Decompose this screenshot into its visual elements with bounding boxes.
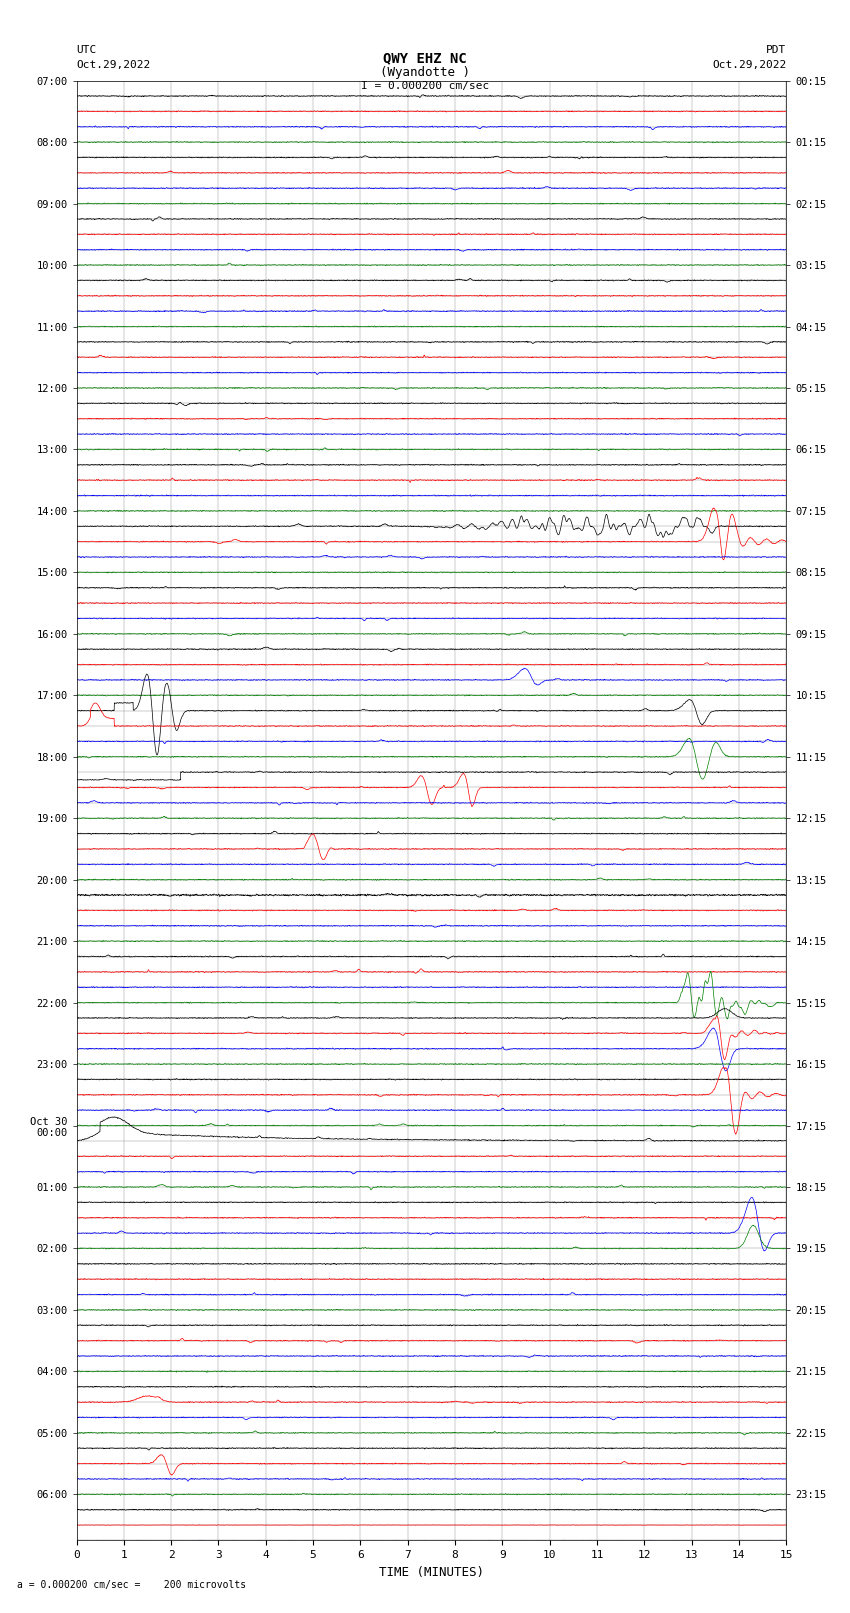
Text: PDT: PDT (766, 45, 786, 55)
Text: a = 0.000200 cm/sec =    200 microvolts: a = 0.000200 cm/sec = 200 microvolts (17, 1581, 246, 1590)
Text: Oct.29,2022: Oct.29,2022 (712, 60, 786, 69)
X-axis label: TIME (MINUTES): TIME (MINUTES) (379, 1566, 484, 1579)
Text: UTC: UTC (76, 45, 97, 55)
Text: I = 0.000200 cm/sec: I = 0.000200 cm/sec (361, 81, 489, 90)
Text: QWY EHZ NC: QWY EHZ NC (383, 52, 467, 66)
Text: Oct.29,2022: Oct.29,2022 (76, 60, 150, 69)
Text: (Wyandotte ): (Wyandotte ) (380, 66, 470, 79)
